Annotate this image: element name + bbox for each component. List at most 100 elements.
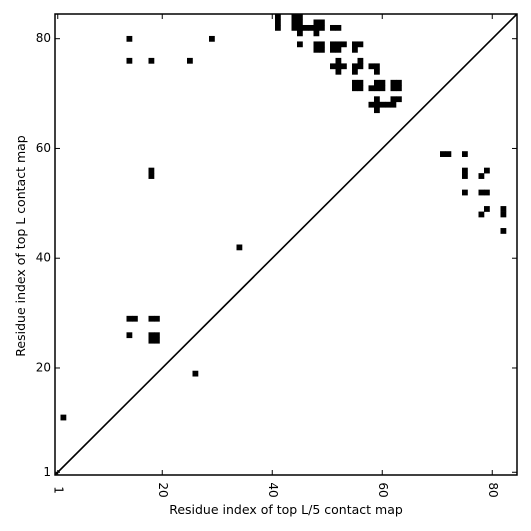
contact-cell: [330, 24, 336, 31]
contact-cell: [374, 85, 380, 92]
x-tick-label: 80: [486, 482, 500, 497]
x-axis-label: Residue index of top L/5 contact map: [169, 502, 403, 517]
contact-cell: [192, 370, 199, 377]
contact-cell: [313, 41, 320, 48]
contact-cell: [126, 332, 133, 339]
contact-cell: [275, 19, 281, 26]
contact-cell: [126, 57, 133, 64]
contact-cell: [379, 85, 386, 92]
contact-cell: [352, 85, 358, 92]
contact-cell: [440, 151, 446, 157]
contact-cell: [132, 315, 138, 322]
contact-cell: [357, 57, 364, 64]
contact-cell: [319, 41, 325, 48]
contact-cell: [379, 79, 386, 86]
contact-cell: [374, 79, 380, 86]
contact-cell: [60, 414, 67, 421]
contact-cell: [374, 68, 380, 75]
contact-cell: [154, 315, 160, 322]
contact-cell: [148, 332, 155, 339]
contact-cell: [368, 101, 375, 108]
contact-cell: [319, 46, 325, 53]
contact-cell: [462, 189, 468, 196]
contact-cell: [478, 189, 485, 196]
contact-cell: [478, 173, 485, 179]
contact-cell: [319, 19, 325, 26]
y-tick-label: 60: [36, 141, 51, 155]
y-tick-label: 1: [43, 465, 51, 479]
contact-cell: [126, 315, 133, 322]
contact-cell: [445, 151, 452, 157]
contact-cell: [148, 57, 155, 64]
contact-cell: [368, 85, 375, 92]
contact-cell: [357, 63, 364, 70]
contact-cell: [335, 68, 342, 75]
contact-cell: [148, 337, 155, 344]
contact-cell: [462, 167, 468, 174]
contact-cell: [302, 24, 309, 31]
contact-cell: [297, 30, 303, 37]
contact-cell: [319, 24, 325, 31]
x-tick-label: 20: [156, 482, 170, 497]
contact-cell: [390, 96, 397, 103]
contacts-layer: [60, 14, 507, 421]
contact-cell: [368, 63, 375, 70]
contact-cell: [308, 24, 314, 31]
contact-cell: [374, 63, 380, 70]
contact-cell: [330, 46, 336, 53]
contact-cell: [341, 41, 347, 48]
contact-cell: [297, 24, 303, 31]
y-axis-label: Residue index of top L contact map: [13, 135, 28, 356]
contact-cell: [341, 63, 347, 70]
contact-cell: [385, 101, 391, 108]
contact-cell: [390, 85, 397, 92]
x-tick-label: 60: [376, 482, 390, 497]
contact-cell: [462, 173, 468, 179]
contact-cell: [313, 24, 320, 31]
contact-cell: [335, 24, 342, 31]
plot-frame: [54, 13, 518, 476]
contact-cell: [379, 101, 386, 108]
contact-cell: [374, 107, 380, 114]
contact-cell: [396, 85, 402, 92]
contact-cell: [462, 151, 468, 157]
contact-cell: [484, 167, 490, 174]
contact-cell: [291, 19, 298, 26]
contact-cell: [390, 79, 397, 86]
contact-cell: [275, 24, 281, 31]
contact-cell: [335, 41, 342, 48]
y-tick-label: 80: [36, 31, 51, 45]
contact-cell: [352, 41, 358, 48]
contact-cell: [352, 79, 358, 86]
contact-cell: [390, 101, 397, 108]
contact-cell: [209, 35, 215, 42]
contact-cell: [187, 57, 193, 64]
contact-cell: [297, 19, 303, 26]
contact-cell: [154, 332, 160, 339]
contact-cell: [313, 19, 320, 26]
diagonal-line: [54, 13, 518, 476]
contact-cell: [330, 63, 336, 70]
y-tick-label: 20: [36, 360, 51, 374]
contact-cell: [297, 41, 303, 48]
contact-cell: [297, 14, 303, 20]
contact-cell: [335, 57, 342, 64]
contact-cell: [335, 63, 342, 70]
contact-cell: [484, 206, 490, 212]
contact-cell: [148, 173, 155, 179]
contact-cell: [357, 41, 364, 48]
contact-cell: [500, 228, 507, 234]
ticks-layer: 1 20 40 60 80 1 20 40 60 80: [36, 14, 517, 498]
contact-cell: [374, 96, 380, 103]
contact-cell: [291, 24, 298, 31]
contact-cell: [148, 315, 155, 322]
contact-cell: [236, 244, 243, 251]
x-tick-label: 40: [266, 482, 280, 497]
contact-cell: [313, 30, 320, 37]
contact-cell: [335, 46, 342, 53]
contact-cell: [374, 101, 380, 108]
contact-cell: [126, 35, 133, 42]
contact-cell: [396, 96, 402, 103]
contact-cell: [396, 79, 402, 86]
contact-cell: [330, 41, 336, 48]
